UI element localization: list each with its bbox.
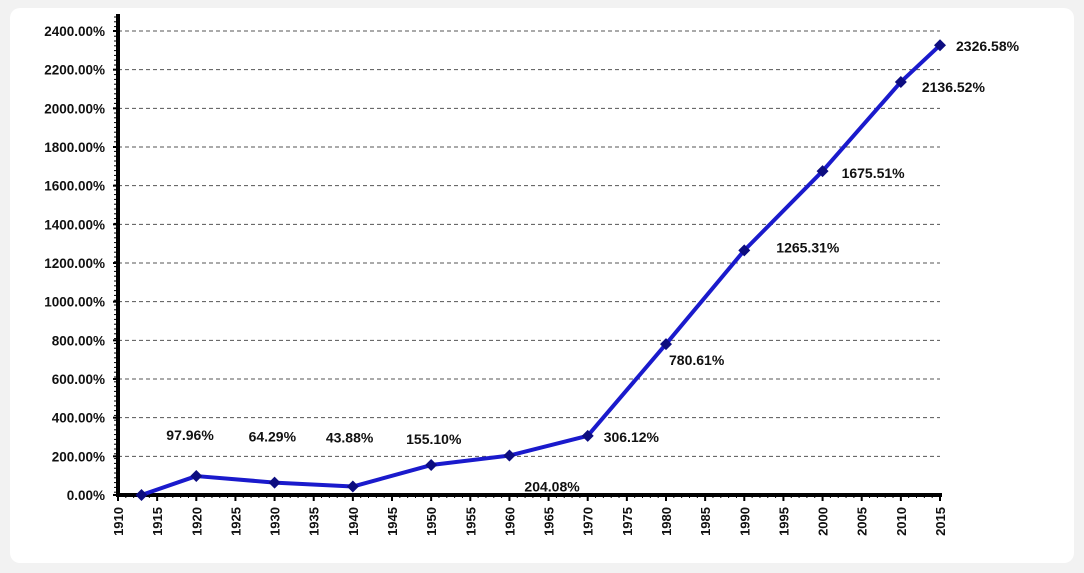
x-tick-label: 1985 [698,507,713,536]
y-tick-label: 600.00% [52,372,105,387]
data-label: 43.88% [326,430,374,446]
data-label: 64.29% [249,429,297,445]
x-tick-label: 1930 [268,507,283,536]
x-tick-label: 1970 [581,507,596,536]
data-point-marker [135,489,148,501]
y-tick-label: 1000.00% [44,295,105,310]
data-point-marker [190,470,203,483]
data-label: 1675.51% [842,165,906,181]
x-tick-label: 2015 [933,507,948,536]
y-tick-label: 2200.00% [44,63,105,78]
x-tick-label: 1910 [111,507,126,536]
y-tick-label: 2000.00% [44,101,105,116]
y-tick-label: 200.00% [52,449,105,464]
x-tick-label: 1980 [659,507,674,536]
y-tick-label: 400.00% [52,411,105,426]
data-label: 155.10% [406,431,462,447]
data-point-marker [816,165,829,178]
x-tick-label: 1950 [424,507,439,536]
data-point-marker [425,459,438,472]
x-tick-label: 2005 [855,507,870,536]
x-tick-label: 1935 [307,507,322,536]
y-tick-label: 1600.00% [44,179,105,194]
y-tick-label: 800.00% [52,333,105,348]
data-point-marker [660,338,672,351]
y-tick-label: 1200.00% [44,256,105,271]
y-axis-ticks: 0.00% 200.00% 400.00% 600.00% 800.00% 1000.00… [44,24,118,503]
data-point-marker [503,449,516,462]
y-tick-label: 1400.00% [44,217,105,232]
data-point-marker [894,75,907,88]
data-label: 306.12% [604,429,660,445]
data-point-marker [346,480,359,493]
data-point-marker [738,244,751,257]
data-point-marker [581,429,594,442]
x-axis-ticks: 1910 1915 1920 1925 1930 1935 1940 1945 1950 1955… [111,495,948,536]
x-tick-label: 1955 [463,507,478,536]
series-line [140,43,942,497]
series-group [135,39,946,501]
data-label: 2136.52% [922,79,986,95]
x-tick-label: 2000 [816,507,831,536]
x-tick-label: 1925 [228,507,243,536]
data-label: 204.08% [524,479,580,495]
x-tick-label: 1915 [150,507,165,536]
y-tick-label: 0.00% [67,488,105,503]
data-label: 2326.58% [956,38,1020,54]
data-label: 780.61% [669,352,725,368]
data-labels: 97.96% 64.29% 43.88% 155.10% 204.08% 306.12% 7… [166,38,1019,494]
chart-card [10,8,1074,563]
x-tick-label: 1945 [385,507,400,536]
x-tick-label: 2010 [894,507,909,536]
y-tick-label: 1800.00% [44,140,105,155]
data-label: 97.96% [166,427,214,443]
data-point-marker [268,476,281,489]
data-label: 1265.31% [776,239,840,255]
x-tick-label: 1995 [776,507,791,536]
data-point-marker [934,39,946,52]
x-tick-label: 1975 [620,507,635,536]
x-tick-label: 1920 [189,507,204,536]
x-tick-label: 1965 [542,507,557,536]
y-tick-label: 2400.00% [44,24,105,39]
gridlines [118,30,940,457]
x-tick-label: 1990 [737,507,752,536]
x-tick-label: 1960 [502,507,517,536]
x-tick-label: 1940 [346,507,361,536]
